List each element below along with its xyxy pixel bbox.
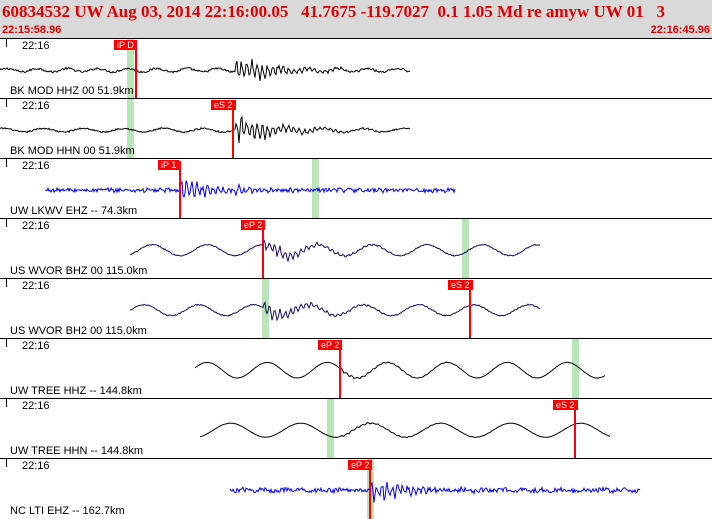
time-tick-mark — [6, 459, 7, 467]
seismogram-plot — [130, 279, 541, 339]
event-header: 60834532 UW Aug 03, 2014 22:16:00.05 41.… — [0, 0, 712, 38]
waveform-trace — [0, 115, 411, 144]
time-tick-mark — [6, 99, 7, 107]
station-channel-label: US WVOR BHZ 00 115.0km — [10, 265, 148, 277]
analysis-window — [572, 339, 579, 399]
waveform-trace — [194, 361, 606, 380]
seismogram-plot — [199, 399, 611, 459]
waveform-trace — [129, 238, 541, 263]
analysis-window — [327, 399, 334, 459]
waveform-trace — [130, 300, 541, 322]
trace-panel[interactable]: 22:16 eP 2 NC LTI EHZ -- 162.7km — [0, 458, 712, 519]
seismogram-plot — [229, 459, 641, 519]
waveform-trace — [199, 422, 611, 439]
trace-panel[interactable]: 22:16 iP 1 UW LKWV EHZ -- 74.3km — [0, 158, 712, 219]
time-tick-label: 22:16 — [22, 460, 50, 472]
time-tick-mark — [6, 39, 7, 47]
time-tick-mark — [6, 219, 7, 227]
window-start-time: 22:15:58.96 — [2, 24, 62, 36]
phase-pick-label[interactable]: eP 2 — [318, 340, 343, 350]
time-tick-label: 22:16 — [22, 220, 50, 232]
seismogram-plot — [194, 339, 606, 399]
time-tick-mark — [6, 399, 7, 407]
analysis-window — [312, 159, 319, 219]
station-channel-label: UW LKWV EHZ -- 74.3km — [10, 205, 138, 217]
station-channel-label: BK MOD HHZ 00 51.9km — [10, 85, 134, 97]
trace-panel[interactable]: 22:16 eS 2 BK MOD HHN 00 51.9km — [0, 98, 712, 159]
time-tick-label: 22:16 — [22, 340, 50, 352]
trace-panel[interactable]: 22:16 eS 2 US WVOR BH2 00 115.0km — [0, 278, 712, 339]
phase-pick-label[interactable]: eS 2 — [553, 400, 578, 410]
time-tick-label: 22:16 — [22, 100, 50, 112]
seismogram-plot — [44, 159, 456, 219]
time-tick-label: 22:16 — [22, 40, 50, 52]
phase-pick-label[interactable]: eP 2 — [348, 460, 373, 470]
window-end-time: 22:16:45.96 — [650, 24, 710, 36]
station-channel-label: NC LTI EHZ -- 162.7km — [10, 505, 125, 517]
time-tick-mark — [6, 159, 7, 167]
phase-pick-label[interactable]: iP 1 — [158, 160, 180, 170]
time-tick-label: 22:16 — [22, 160, 50, 172]
phase-pick-label[interactable]: eP 2 — [241, 220, 266, 230]
waveform-trace — [229, 481, 641, 503]
analysis-window — [462, 219, 469, 279]
station-channel-label: US WVOR BH2 00 115.0km — [10, 325, 147, 337]
station-channel-label: BK MOD HHN 00 51.9km — [10, 145, 135, 157]
seismogram-plot — [0, 39, 411, 99]
trace-panel[interactable]: 22:16 eP 2 US WVOR BHZ 00 115.0km — [0, 218, 712, 279]
trace-panel[interactable]: 22:16 eP 2 UW TREE HHZ -- 144.8km — [0, 338, 712, 399]
phase-pick-label[interactable]: eS 2 — [211, 100, 236, 110]
seismogram-plot — [129, 219, 541, 279]
waveform-trace — [0, 58, 411, 81]
time-tick-label: 22:16 — [22, 280, 50, 292]
trace-panel[interactable]: 22:16 eS 2 UW TREE HHN -- 144.8km — [0, 398, 712, 459]
phase-pick-label[interactable]: iP D — [114, 40, 137, 50]
trace-panels: 22:16 iP D BK MOD HHZ 00 51.9km 22:16 eS 2 BK… — [0, 38, 712, 519]
station-channel-label: UW TREE HHN -- 144.8km — [10, 445, 144, 457]
phase-pick-label[interactable]: eS 2 — [448, 280, 473, 290]
station-channel-label: UW TREE HHZ -- 144.8km — [10, 385, 142, 397]
seismogram-plot — [0, 99, 411, 159]
waveform-trace — [44, 180, 456, 199]
event-title: 60834532 UW Aug 03, 2014 22:16:00.05 41.… — [2, 2, 665, 21]
time-tick-label: 22:16 — [22, 400, 50, 412]
time-tick-mark — [6, 279, 7, 287]
time-tick-mark — [6, 339, 7, 347]
trace-panel[interactable]: 22:16 iP D BK MOD HHZ 00 51.9km — [0, 38, 712, 99]
